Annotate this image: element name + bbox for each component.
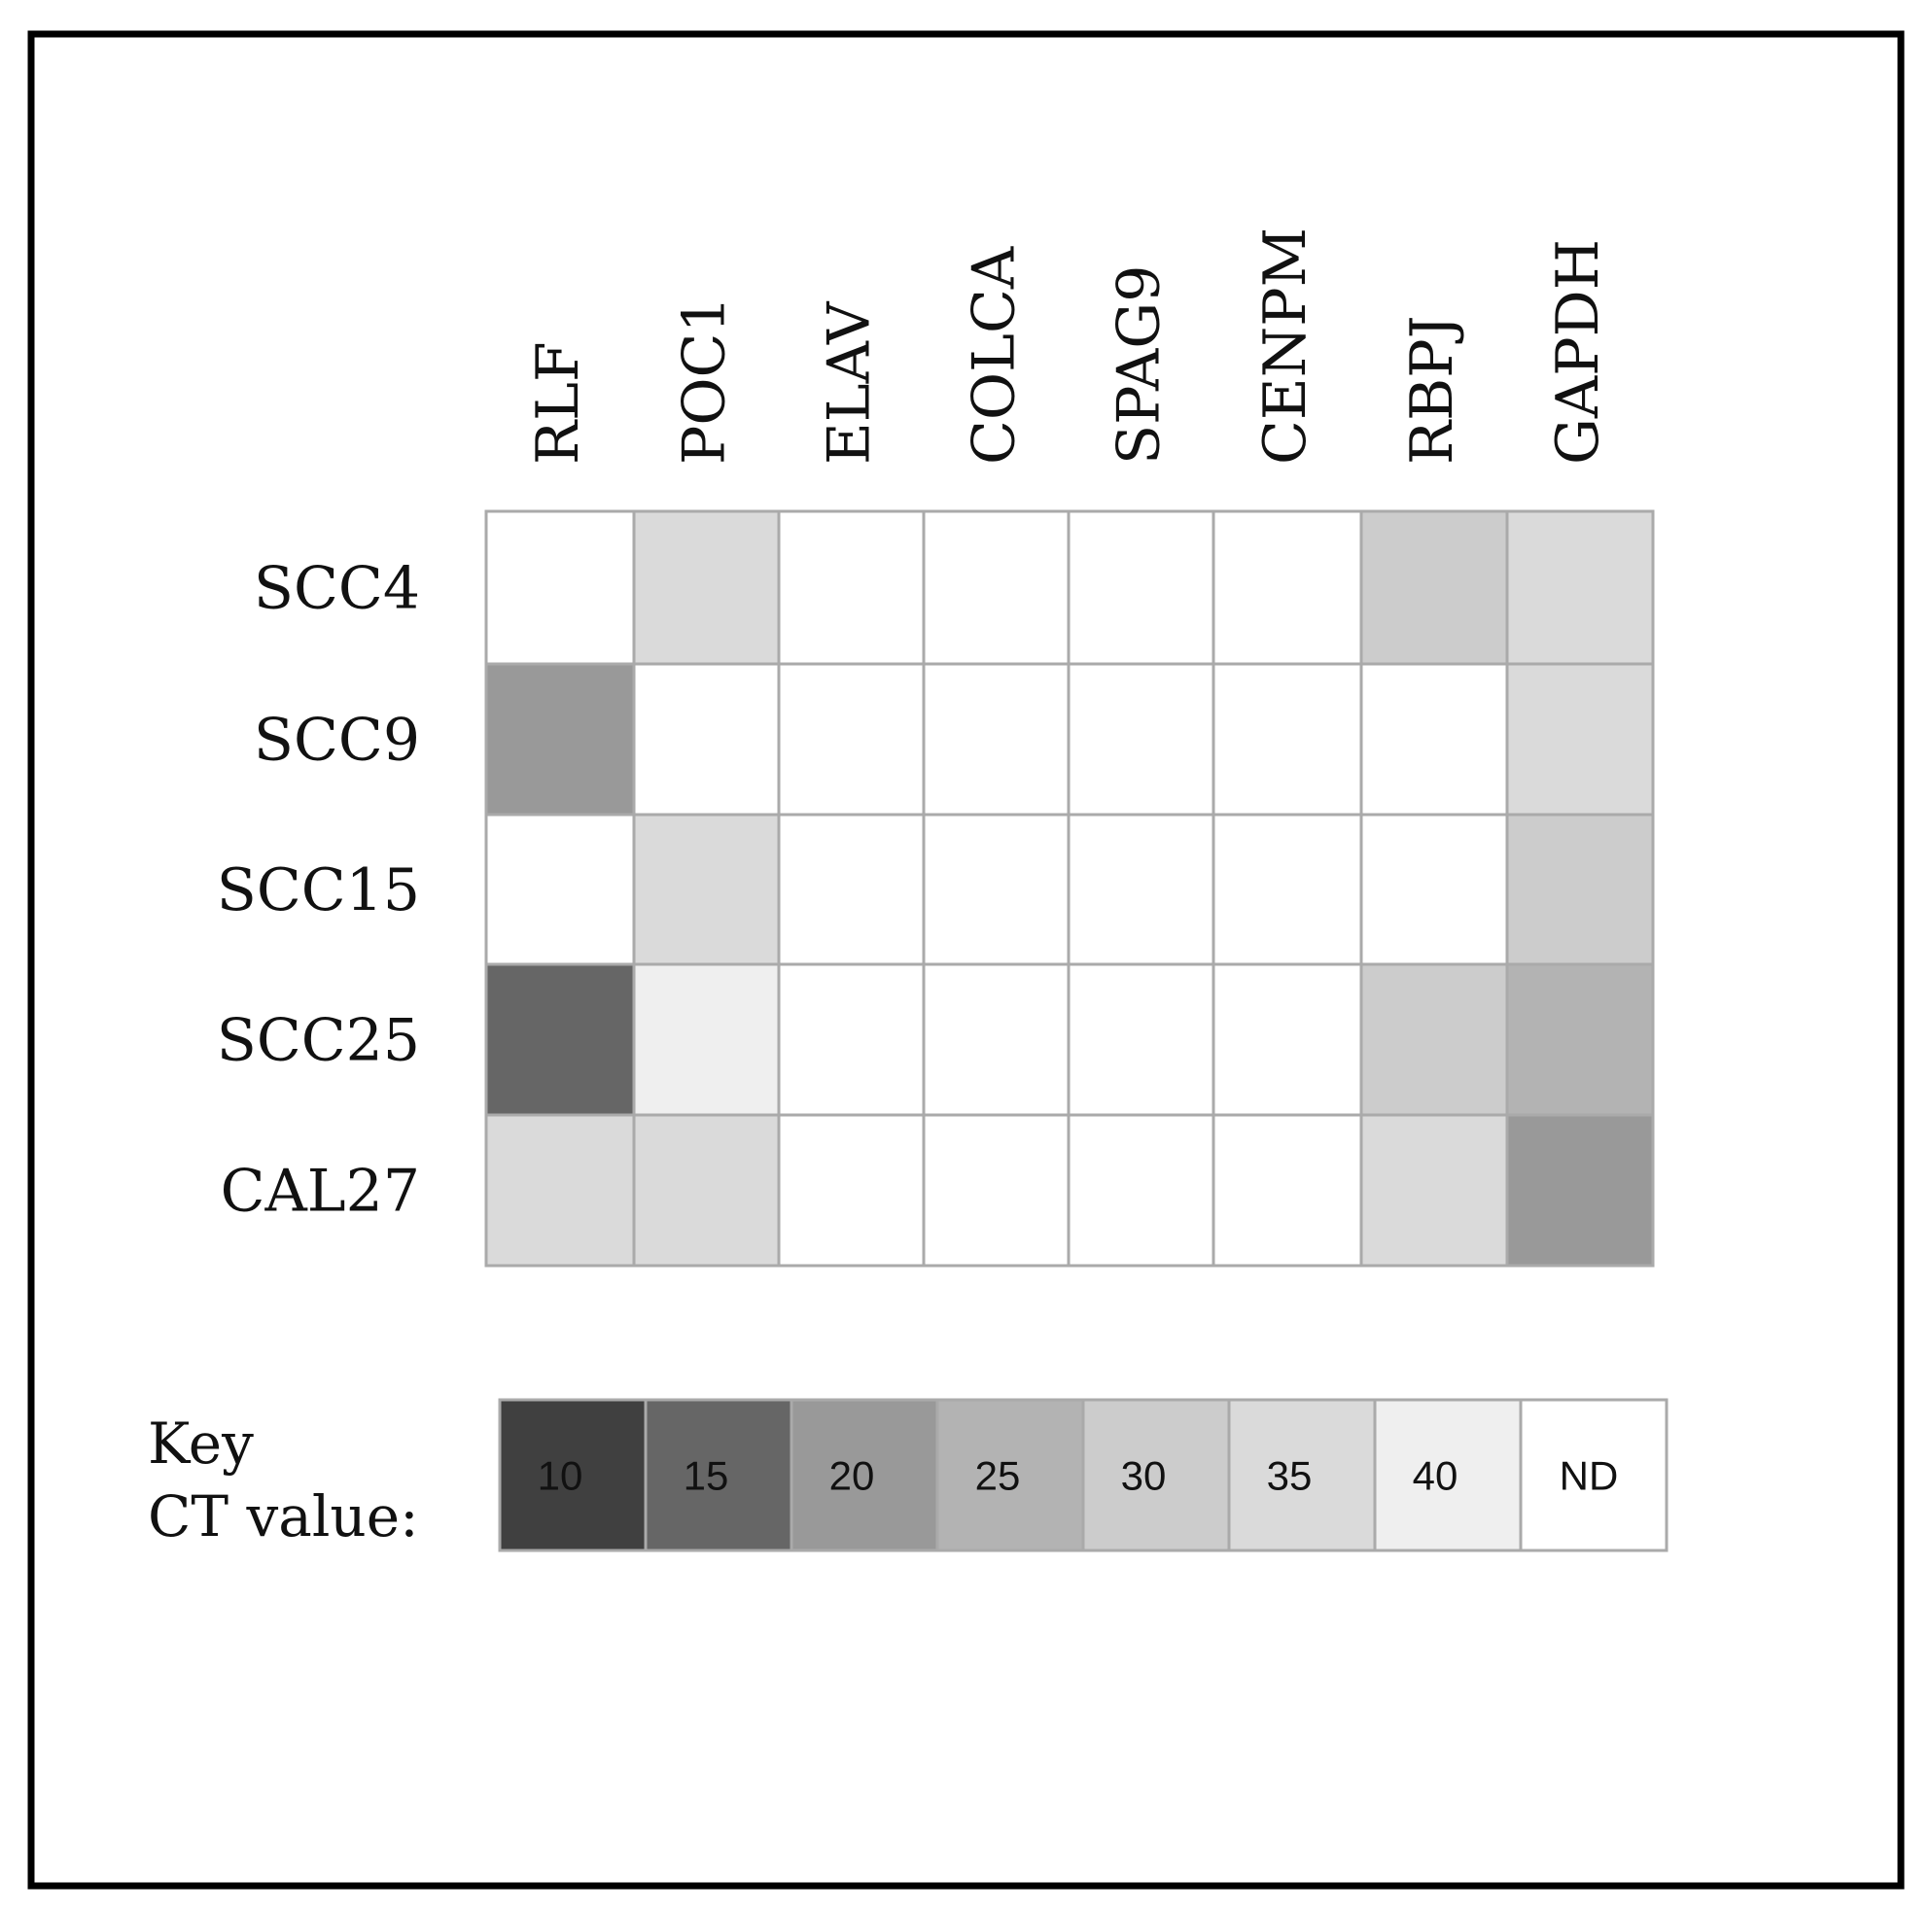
heatmap-cell-cal27-gapdh bbox=[1505, 1113, 1655, 1268]
row-label-scc9: SCC9 bbox=[254, 707, 420, 775]
legend-label-25: 25 bbox=[975, 1453, 1021, 1499]
heatmap-cell-scc15-rlf bbox=[484, 813, 636, 966]
legend-swatch-10 bbox=[498, 1398, 648, 1552]
column-label-spag9: SPAG9 bbox=[1106, 265, 1174, 465]
heatmap-cell-scc9-rlf bbox=[484, 662, 636, 817]
heatmap-cell-scc9-elav bbox=[777, 662, 926, 817]
heatmap-cell-scc4-rbpj bbox=[1359, 509, 1509, 666]
heatmap-cell-cal27-poc1 bbox=[632, 1113, 781, 1268]
legend-swatch-40 bbox=[1373, 1398, 1523, 1552]
heatmap-cell-scc25-elav bbox=[777, 962, 926, 1117]
heatmap-cell-scc9-colca bbox=[922, 662, 1071, 817]
column-label-elav: ELAV bbox=[816, 300, 884, 465]
column-label-rbpj: RBPJ bbox=[1398, 315, 1466, 465]
ct-value-legend: Key CT value: 10 15 20 25 30 35 40 ND bbox=[148, 1398, 1669, 1552]
legend-swatch-35 bbox=[1227, 1398, 1377, 1552]
heatmap-cell-scc25-gapdh bbox=[1505, 962, 1655, 1117]
legend-swatch-20 bbox=[790, 1398, 939, 1552]
column-label-poc1: POC1 bbox=[671, 296, 739, 465]
column-label-colca: COLCA bbox=[961, 246, 1029, 465]
legend-label-15: 15 bbox=[684, 1453, 729, 1499]
column-labels: RLF POC1 ELAV COLCA SPAG9 CENPM RBPJ GAPDH bbox=[524, 227, 1612, 465]
heatmap-cell-scc4-spag9 bbox=[1067, 509, 1215, 666]
legend-swatch-25 bbox=[935, 1398, 1085, 1552]
heatmap-cell-scc9-cenpm bbox=[1212, 662, 1363, 817]
heatmap-cell-scc4-colca bbox=[922, 509, 1071, 666]
heatmap-cell-cal27-elav bbox=[777, 1113, 926, 1268]
row-label-cal27: CAL27 bbox=[221, 1158, 420, 1226]
legend-label-10: 10 bbox=[538, 1453, 583, 1499]
column-label-rlf: RLF bbox=[524, 341, 592, 465]
heatmap-cell-scc9-poc1 bbox=[632, 662, 781, 817]
legend-swatches: 10 15 20 25 30 35 40 ND bbox=[498, 1398, 1669, 1552]
heatmap-cell-cal27-rlf bbox=[484, 1113, 636, 1268]
legend-label-40: 40 bbox=[1413, 1453, 1458, 1499]
heatmap-cell-scc15-colca bbox=[922, 813, 1071, 966]
heatmap-cell-scc25-spag9 bbox=[1067, 962, 1215, 1117]
heatmap-cell-scc15-rbpj bbox=[1359, 813, 1509, 966]
heatmap-cell-scc25-rlf bbox=[484, 962, 636, 1117]
column-label-cenpm: CENPM bbox=[1251, 227, 1319, 465]
legend-title-ct-value: CT value: bbox=[148, 1483, 419, 1549]
column-label-gapdh: GAPDH bbox=[1544, 239, 1612, 465]
heatmap-cell-scc9-gapdh bbox=[1505, 662, 1655, 817]
heatmap-cell-scc15-cenpm bbox=[1212, 813, 1363, 966]
legend-swatch-30 bbox=[1081, 1398, 1231, 1552]
heatmap-cell-cal27-rbpj bbox=[1359, 1113, 1509, 1268]
heatmap-cell-scc9-spag9 bbox=[1067, 662, 1215, 817]
heatmap-cell-scc25-poc1 bbox=[632, 962, 781, 1117]
heatmap-cell-scc15-spag9 bbox=[1067, 813, 1215, 966]
legend-label-35: 35 bbox=[1267, 1453, 1313, 1499]
row-labels: SCC4 SCC9 SCC15 SCC25 CAL27 bbox=[217, 555, 420, 1226]
heatmap-cell-cal27-colca bbox=[922, 1113, 1071, 1268]
legend-title-key: Key bbox=[148, 1410, 254, 1477]
heatmap-cell-scc15-poc1 bbox=[632, 813, 781, 966]
legend-label-20: 20 bbox=[829, 1453, 875, 1499]
legend-label-30: 30 bbox=[1121, 1453, 1167, 1499]
legend-label-nd: ND bbox=[1560, 1453, 1619, 1499]
heatmap-cell-scc25-rbpj bbox=[1359, 962, 1509, 1117]
row-label-scc15: SCC15 bbox=[217, 856, 420, 924]
heatmap-cell-scc4-cenpm bbox=[1212, 509, 1363, 666]
heatmap-cell-scc25-cenpm bbox=[1212, 962, 1363, 1117]
heatmap-cell-scc4-poc1 bbox=[632, 509, 781, 666]
heatmap-cell-scc4-rlf bbox=[484, 509, 636, 666]
legend-swatch-nd bbox=[1519, 1398, 1669, 1552]
heatmap-cell-scc9-rbpj bbox=[1359, 662, 1509, 817]
heatmap-cell-scc25-colca bbox=[922, 962, 1071, 1117]
heatmap-cell-scc4-elav bbox=[777, 509, 926, 666]
heatmap-cell-scc15-elav bbox=[777, 813, 926, 966]
heatmap-cells bbox=[484, 509, 1655, 1268]
heatmap-cell-cal27-cenpm bbox=[1212, 1113, 1363, 1268]
heatmap-cell-cal27-spag9 bbox=[1067, 1113, 1215, 1268]
heatmap-cell-scc4-gapdh bbox=[1505, 509, 1655, 666]
row-label-scc4: SCC4 bbox=[254, 555, 420, 623]
row-label-scc25: SCC25 bbox=[217, 1007, 420, 1075]
heatmap-cell-scc15-gapdh bbox=[1505, 813, 1655, 966]
